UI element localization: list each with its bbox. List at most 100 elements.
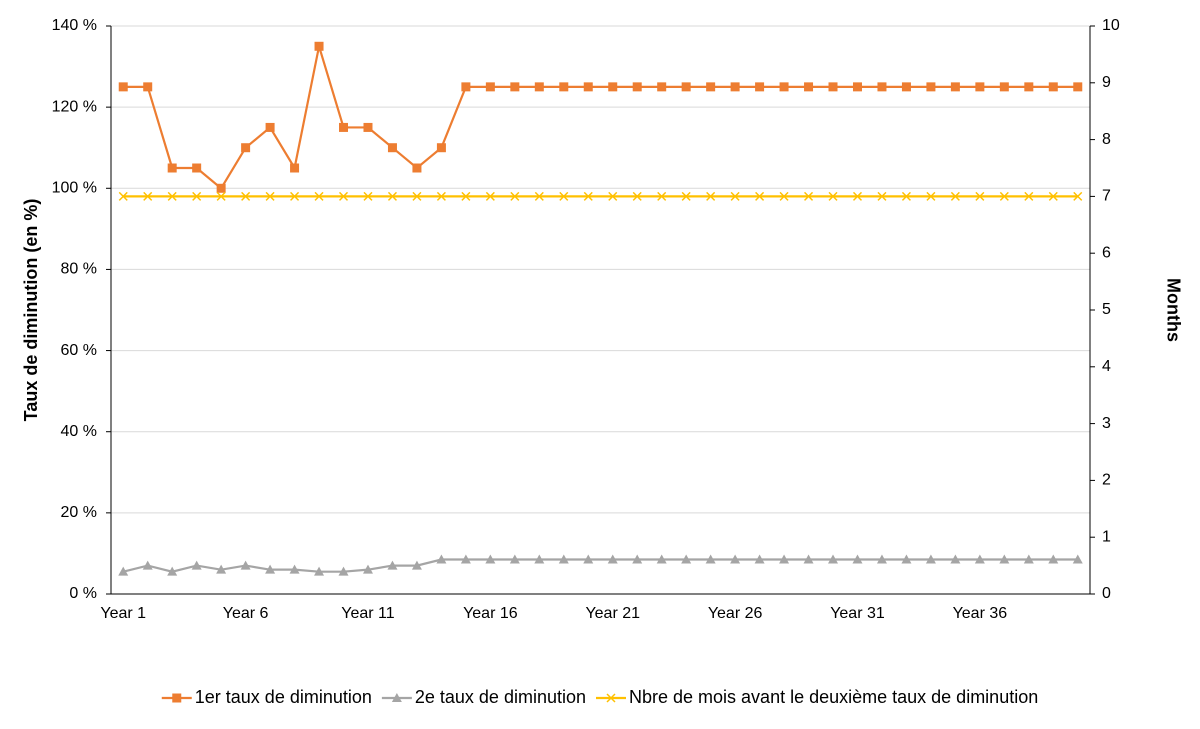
marker <box>852 82 862 92</box>
y2-tick-label: 4 <box>1102 358 1111 375</box>
marker <box>950 191 960 201</box>
marker <box>387 560 398 570</box>
marker <box>901 554 912 564</box>
marker <box>558 554 569 564</box>
marker <box>363 122 373 132</box>
marker <box>925 554 936 564</box>
marker <box>950 554 961 564</box>
marker <box>632 554 643 564</box>
marker <box>583 82 593 92</box>
marker <box>754 554 765 564</box>
legend-marker <box>606 693 616 703</box>
marker <box>877 191 887 201</box>
marker <box>192 191 202 201</box>
y2-tick-label: 10 <box>1102 17 1120 34</box>
marker <box>460 554 471 564</box>
legend-label: Nbre de mois avant le deuxième taux de d… <box>629 687 1038 707</box>
marker <box>167 191 177 201</box>
marker <box>706 82 716 92</box>
marker <box>607 554 618 564</box>
marker <box>779 554 790 564</box>
marker <box>1048 554 1059 564</box>
marker <box>362 564 373 574</box>
marker <box>1024 191 1034 201</box>
x-tick-label: Year 6 <box>223 605 269 622</box>
marker <box>240 560 251 570</box>
marker <box>828 191 838 201</box>
marker <box>143 82 153 92</box>
marker <box>167 163 177 173</box>
legend: 1er taux de diminution 2e taux de diminut… <box>161 687 1038 707</box>
marker <box>632 191 642 201</box>
marker <box>192 163 202 173</box>
marker <box>852 191 863 201</box>
marker <box>461 82 471 92</box>
marker <box>363 191 373 201</box>
marker <box>142 560 153 570</box>
marker <box>143 191 153 201</box>
y-tick-label: 40 % <box>61 423 97 440</box>
marker <box>1072 554 1083 564</box>
marker <box>706 191 716 201</box>
marker <box>338 566 349 576</box>
legend-label: 2e taux de diminution <box>415 687 586 707</box>
marker <box>534 554 545 564</box>
marker <box>290 191 300 201</box>
y-tick-label: 80 % <box>61 261 97 278</box>
marker <box>265 191 275 201</box>
marker <box>730 82 740 92</box>
marker <box>876 554 887 564</box>
marker <box>975 82 985 92</box>
marker <box>657 191 667 201</box>
y-tick-label: 0 % <box>69 585 97 602</box>
marker <box>999 191 1009 201</box>
y-axis-title: Taux de diminution (en %) <box>21 199 41 422</box>
y2-tick-label: 8 <box>1102 131 1111 148</box>
marker <box>241 191 251 201</box>
series-line <box>122 558 1078 573</box>
legend-label: 1er taux de diminution <box>195 687 372 707</box>
marker <box>730 191 740 201</box>
marker <box>314 41 324 51</box>
marker <box>290 163 300 173</box>
marker <box>755 82 765 92</box>
marker <box>265 564 276 574</box>
marker <box>1048 191 1058 201</box>
marker <box>118 566 129 576</box>
marker <box>436 191 446 201</box>
marker <box>877 82 887 92</box>
marker <box>1073 82 1083 92</box>
marker <box>338 191 349 201</box>
marker <box>534 191 544 201</box>
marker <box>828 554 839 564</box>
marker <box>852 554 863 564</box>
y2-axis-title: Months <box>1163 278 1183 342</box>
marker <box>583 554 594 564</box>
marker <box>950 82 960 92</box>
y-tick-label: 100 % <box>52 180 97 197</box>
y2-tick-label: 5 <box>1102 301 1111 318</box>
marker <box>289 564 300 574</box>
marker <box>510 82 520 92</box>
marker <box>191 560 202 570</box>
y2-tick-label: 6 <box>1102 244 1111 261</box>
marker <box>657 82 667 92</box>
marker <box>926 191 936 201</box>
marker <box>314 191 324 201</box>
y-tick-label: 20 % <box>61 504 97 521</box>
marker <box>510 191 520 201</box>
marker <box>779 191 789 201</box>
marker <box>1073 191 1083 201</box>
marker <box>485 191 495 201</box>
marker <box>656 554 667 564</box>
x-tick-label: Year 1 <box>100 605 146 622</box>
marker <box>681 82 691 92</box>
marker <box>241 143 251 153</box>
marker <box>730 554 741 564</box>
y-tick-label: 60 % <box>61 342 97 359</box>
marker <box>926 82 936 92</box>
x-tick-label: Year 26 <box>708 605 763 622</box>
marker <box>583 191 593 201</box>
marker <box>608 191 618 201</box>
marker <box>559 191 569 201</box>
